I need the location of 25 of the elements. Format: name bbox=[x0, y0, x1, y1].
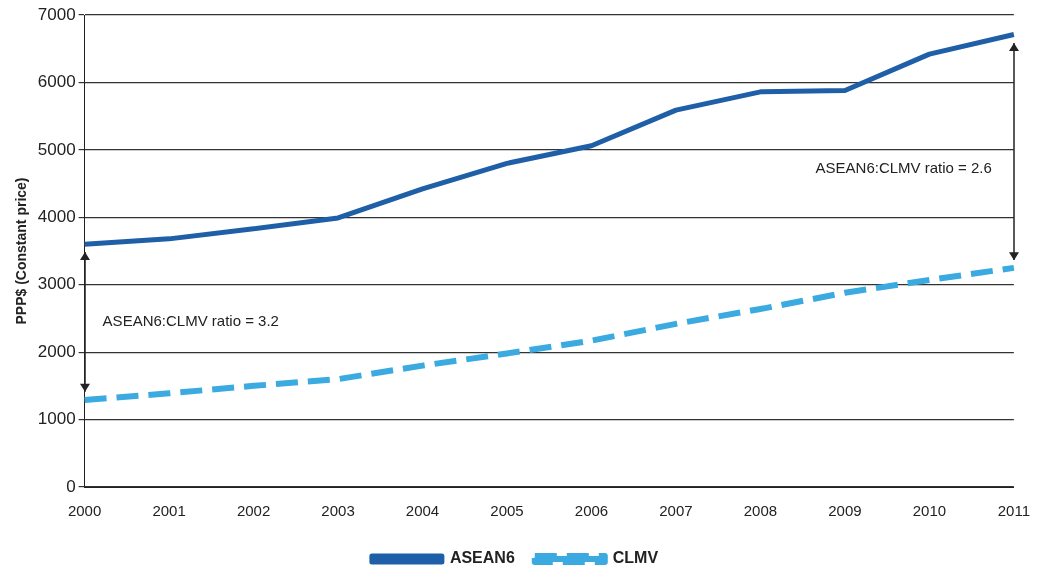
y-tick-label: 4000 bbox=[37, 206, 76, 226]
x-tick-label: 2004 bbox=[405, 502, 440, 520]
x-tick-label: 2008 bbox=[743, 502, 778, 520]
y-tick-label: 6000 bbox=[37, 72, 76, 92]
x-tick-label: 2005 bbox=[490, 502, 524, 520]
annotation: ASEAN6:CLMV ratio = 3.2 bbox=[102, 312, 279, 330]
x-tick-label: 2011 bbox=[997, 502, 1030, 520]
y-tick-label: 5000 bbox=[37, 139, 76, 159]
y-tick-label: 7000 bbox=[37, 4, 76, 24]
y-tick-label: 3000 bbox=[37, 274, 76, 294]
y-tick-label: 1000 bbox=[37, 409, 76, 429]
x-tick-label: 2009 bbox=[828, 502, 862, 520]
x-tick-label: 2010 bbox=[912, 502, 947, 520]
y-tick-label: 0 bbox=[66, 476, 76, 496]
legend-label: CLMV bbox=[612, 549, 659, 567]
x-tick-label: 2001 bbox=[152, 502, 186, 520]
x-tick-label: 2003 bbox=[321, 502, 355, 520]
y-axis-title: PPP$ (Constant price) bbox=[13, 177, 30, 325]
annotation: ASEAN6:CLMV ratio = 2.6 bbox=[815, 159, 992, 177]
x-tick-label: 2006 bbox=[574, 502, 609, 520]
y-tick-label: 2000 bbox=[37, 341, 76, 361]
legend-label: ASEAN6 bbox=[449, 549, 515, 567]
x-tick-label: 2002 bbox=[236, 502, 271, 520]
x-tick-label: 2007 bbox=[659, 502, 693, 520]
x-tick-label: 2000 bbox=[67, 502, 102, 520]
